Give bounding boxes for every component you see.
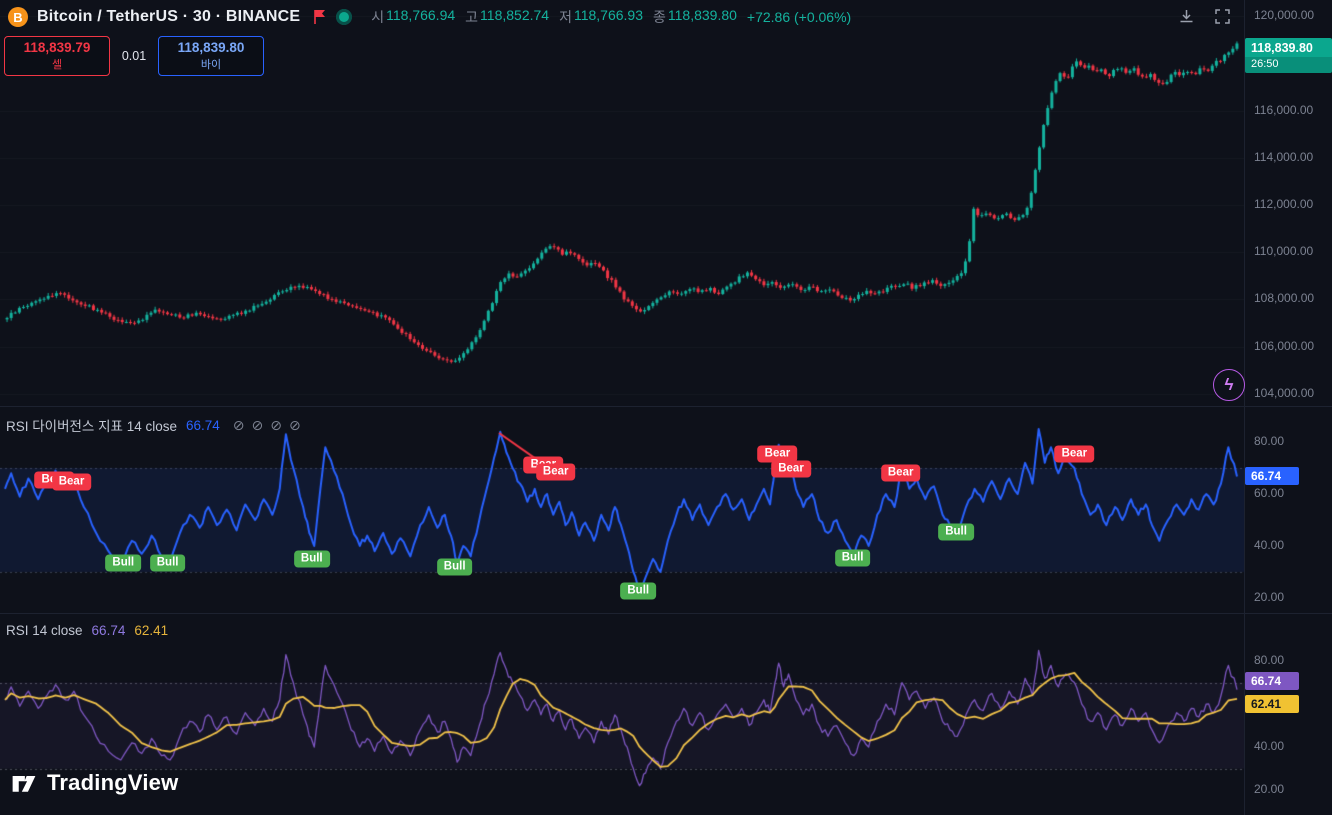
close-label: 종 xyxy=(652,9,666,25)
axis-tick-label: 116,000.00 xyxy=(1254,102,1314,117)
low-value: 118,766.93 xyxy=(573,7,643,23)
rsi-axis-badge: 66.74 xyxy=(1245,672,1299,690)
axis-tick-label: 114,000.00 xyxy=(1254,149,1314,164)
axis-tick-label: 110,000.00 xyxy=(1254,244,1314,259)
axis-tick-label: 104,000.00 xyxy=(1254,385,1315,400)
indicator-status-icons: ⊘ ⊘ ⊘ ⊘ xyxy=(233,417,301,434)
ohlc-row: 시 118,766.94 고 118,852.74 저 118,766.93 종 118… xyxy=(371,7,851,27)
symbol-title[interactable]: Bitcoin / TetherUS · 30 · BINANCE xyxy=(37,8,301,25)
tradingview-logo-icon xyxy=(12,776,36,792)
rsi-header[interactable]: RSI 14 close 66.74 62.41 xyxy=(6,623,168,638)
bitcoin-icon: B xyxy=(8,7,28,27)
axis-tick-label: 60.00 xyxy=(1254,486,1285,501)
quantity-field[interactable]: 0.01 xyxy=(121,49,147,63)
buy-button[interactable]: 118,839.80 바이 xyxy=(158,36,264,76)
download-icon[interactable] xyxy=(1176,6,1196,26)
axis-tick-label: 40.00 xyxy=(1254,739,1285,754)
axis-tick-label: 20.00 xyxy=(1254,782,1285,797)
rsi-divergence-pane-chart[interactable] xyxy=(0,407,1244,613)
circle-slash-icon[interactable]: ⊘ xyxy=(270,416,282,433)
circle-slash-icon[interactable]: ⊘ xyxy=(251,416,264,433)
rsi-divergence-title: RSI 다이버전스 지표 14 close xyxy=(6,419,177,434)
bar-countdown: 26:50 xyxy=(1245,57,1332,73)
open-label: 시 xyxy=(371,9,385,25)
axis-tick-label: 108,000.00 xyxy=(1254,291,1315,306)
change-value: +72.86 (+0.06%) xyxy=(746,9,852,25)
top-right-toolbar xyxy=(1176,6,1232,26)
rsi-title: RSI 14 close xyxy=(6,623,83,638)
axis-tick-label: 106,000.00 xyxy=(1254,338,1315,353)
rsi-divergence-value: 66.74 xyxy=(185,417,220,433)
flag-icon[interactable] xyxy=(313,9,327,25)
sell-label: 셀 xyxy=(51,59,63,71)
sell-price: 118,839.79 xyxy=(23,40,91,55)
axis-tick-label: 40.00 xyxy=(1254,537,1285,552)
rsi-divergence-axis-badge: 66.74 xyxy=(1245,467,1299,485)
lightning-icon[interactable]: ϟ xyxy=(1213,369,1245,401)
chart-legend: B Bitcoin / TetherUS · 30 · BINANCE 시 118… xyxy=(8,5,851,29)
rsi-value: 66.74 xyxy=(91,623,126,638)
buy-price: 118,839.80 xyxy=(177,40,245,55)
axis-tick-label: 120,000.00 xyxy=(1254,8,1315,23)
axis-tick-label: 112,000.00 xyxy=(1254,197,1314,211)
pane-separator[interactable] xyxy=(0,406,1332,407)
buy-label: 바이 xyxy=(200,59,222,71)
price-axis[interactable]: 120,000.00 116,000.00 114,000.00 112,000.00… xyxy=(1244,0,1332,815)
sell-button[interactable]: 118,839.79 셀 xyxy=(4,36,110,76)
tradingview-logo[interactable]: TradingView xyxy=(10,769,178,797)
rsi-pane-chart[interactable] xyxy=(0,614,1244,815)
close-value: 118,839.80 xyxy=(667,7,737,23)
open-value: 118,766.94 xyxy=(386,7,456,23)
rsi-ma-axis-badge: 62.41 xyxy=(1245,695,1299,713)
axis-tick-label: 20.00 xyxy=(1254,589,1285,604)
axis-tick-label: 80.00 xyxy=(1254,434,1285,449)
market-status-icon[interactable] xyxy=(336,9,353,25)
rsi-ma-value: 62.41 xyxy=(134,623,169,638)
rsi-divergence-header[interactable]: RSI 다이버전스 지표 14 close 66.74 ⊘ ⊘ ⊘ ⊘ xyxy=(6,415,301,435)
high-label: 고 xyxy=(465,9,479,25)
tradingview-logo-text: TradingView xyxy=(47,770,179,795)
fullscreen-icon[interactable] xyxy=(1212,6,1232,26)
circle-slash-icon[interactable]: ⊘ xyxy=(288,416,301,433)
high-value: 118,852.74 xyxy=(480,7,550,23)
low-label: 저 xyxy=(559,9,572,25)
current-price-badge: 118,839.80 26:50 xyxy=(1245,38,1332,73)
trade-panel: 118,839.79 셀 0.01 118,839.80 바이 xyxy=(4,36,264,76)
axis-tick-label: 80.00 xyxy=(1254,653,1285,668)
circle-slash-icon[interactable]: ⊘ xyxy=(232,416,245,433)
pane-separator[interactable] xyxy=(0,613,1332,614)
current-price-value: 118,839.80 xyxy=(1251,41,1313,55)
